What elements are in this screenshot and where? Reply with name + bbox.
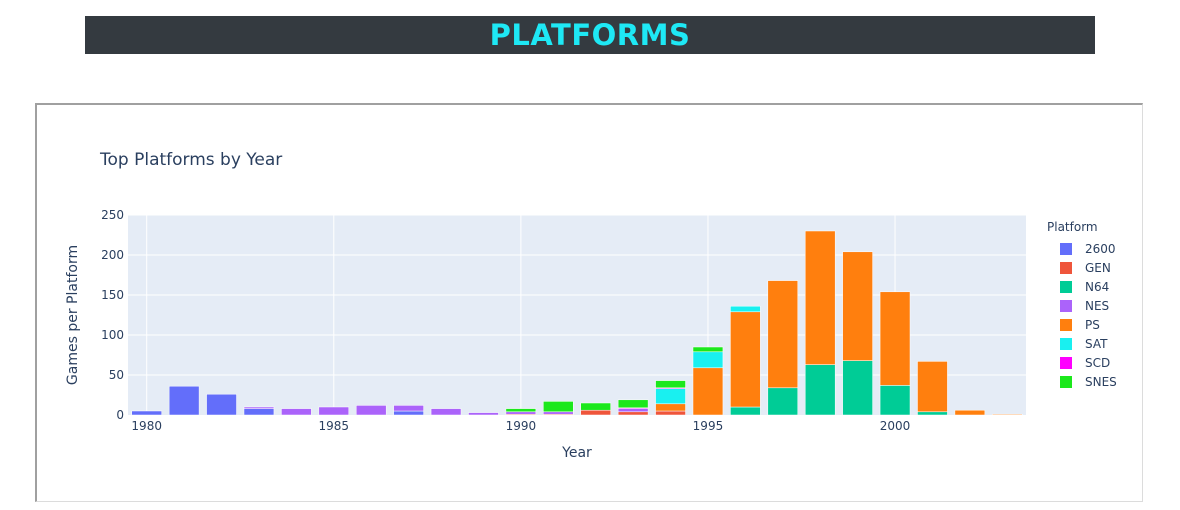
bar-PS-2003[interactable] [992,413,1023,416]
bar-SNES-1991[interactable] [543,401,574,413]
legend-swatch-N64[interactable] [1060,281,1072,293]
bar-GEN-1994[interactable] [655,410,686,416]
plot-background [128,215,1026,415]
bar-NES-1987[interactable] [393,405,424,412]
bar-N64-1996[interactable] [730,406,761,416]
y-tick-label: 250 [101,208,124,222]
bar-GEN-1992[interactable] [580,409,611,416]
bar-PS-1999[interactable] [842,251,873,361]
bar-NES-1989[interactable] [468,412,499,416]
y-tick-label: 150 [101,288,124,302]
legend-label-PS[interactable]: PS [1085,318,1100,332]
x-tick-label: 1985 [319,419,350,433]
y-tick-label: 50 [109,368,124,382]
bar-NES-1988[interactable] [430,408,462,416]
bar-SNES-1992[interactable] [580,402,611,411]
bar-PS-1998[interactable] [804,230,836,365]
bar-N64-2001[interactable] [917,411,948,416]
bar-NES-1990[interactable] [505,411,537,415]
legend-label-NES[interactable]: NES [1085,299,1109,313]
legend-swatch-SCD[interactable] [1060,357,1072,369]
bar-PS-2002[interactable] [954,409,986,416]
legend-swatch-GEN[interactable] [1060,262,1072,274]
legend-title: Platform [1047,220,1098,234]
chart-title: Top Platforms by Year [99,150,282,170]
bar-PS-2000[interactable] [879,291,911,386]
legend-label-SNES[interactable]: SNES [1085,375,1117,389]
legend-label-2600[interactable]: 2600 [1085,242,1116,256]
bar-PS-1995[interactable] [692,367,724,416]
bar-NES-1986[interactable] [355,405,387,416]
legend-label-GEN[interactable]: GEN [1085,261,1111,275]
bar-N64-1998[interactable] [804,364,836,416]
y-axis-title: Games per Platform [65,245,81,385]
legend-swatch-PS[interactable] [1060,319,1072,331]
bar-N64-1997[interactable] [767,387,799,416]
legend-swatch-SNES[interactable] [1060,376,1072,388]
bar-2600-1980[interactable] [131,410,162,416]
bar-2600-1987[interactable] [393,410,424,416]
x-tick-label: 1980 [131,419,162,433]
page-banner: PLATFORMS [85,16,1095,54]
x-tick-label: 1995 [693,419,724,433]
y-tick-label: 0 [116,408,124,422]
bar-PS-1994[interactable] [655,403,686,412]
legend-label-N64[interactable]: N64 [1085,280,1109,294]
x-tick-label: 1990 [506,419,537,433]
bar-SNES-1994[interactable] [655,380,686,389]
bar-NES-1984[interactable] [281,408,312,416]
bar-SAT-1995[interactable] [692,351,724,369]
legend-label-SAT[interactable]: SAT [1085,337,1108,351]
bar-SAT-1996[interactable] [730,305,761,313]
bar-2600-1983[interactable] [243,408,275,416]
legend-swatch-SAT[interactable] [1060,338,1072,350]
page-title: PLATFORMS [489,18,691,52]
x-axis-title: Year [561,445,592,461]
bar-PS-1996[interactable] [730,311,761,408]
legend-label-SCD[interactable]: SCD [1085,356,1110,370]
bar-SAT-1994[interactable] [655,388,686,405]
bar-SNES-1990[interactable] [505,408,537,413]
y-tick-label: 100 [101,328,124,342]
platforms-bar-chart: 0 50 100 150 200 250 1980 1985 1990 1995 2000 Top P… [65,150,1117,461]
bar-GEN-1993[interactable] [617,411,649,416]
legend-swatch-2600[interactable] [1060,243,1072,255]
chart-card: 0 50 100 150 200 250 1980 1985 1990 1995 2000 Top P… [35,103,1143,502]
bar-NES-1983[interactable] [243,406,275,409]
legend-swatch-NES[interactable] [1060,300,1072,312]
bar-PS-2001[interactable] [917,361,948,413]
bar-2600-1982[interactable] [206,393,237,416]
bar-2600-1981[interactable] [168,385,200,416]
bar-PS-1997[interactable] [767,280,799,389]
bar-NES-1985[interactable] [318,406,350,416]
bar-NES-1991[interactable] [543,411,574,415]
x-tick-label: 2000 [880,419,911,433]
bar-SNES-1995[interactable] [692,346,724,353]
bar-SNES-1993[interactable] [617,399,649,409]
bar-N64-1999[interactable] [842,360,873,416]
y-tick-label: 200 [101,248,124,262]
bar-NES-1993[interactable] [617,408,649,413]
bar-N64-2000[interactable] [879,385,911,416]
